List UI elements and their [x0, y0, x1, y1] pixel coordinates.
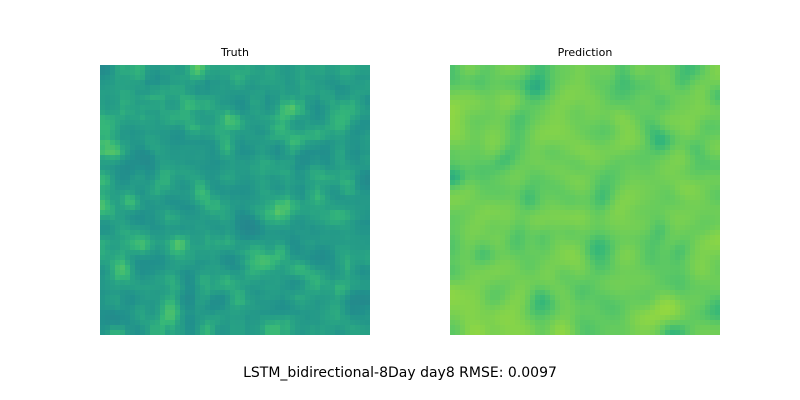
prediction-panel-title: Prediction	[557, 46, 613, 59]
truth-heatmap	[100, 65, 370, 335]
figure-suptitle: LSTM_bidirectional-8Day day8 RMSE: 0.009…	[243, 365, 557, 381]
truth-panel-title: Truth	[221, 46, 249, 59]
prediction-heatmap	[450, 65, 720, 335]
